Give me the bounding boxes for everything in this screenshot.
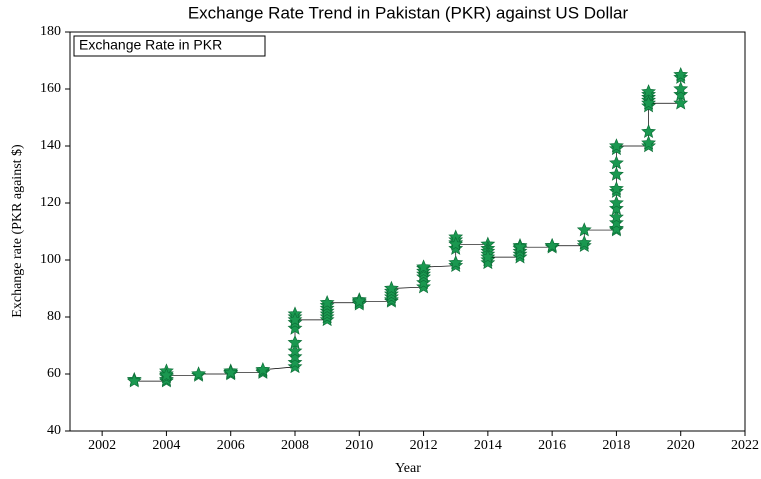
star-marker: [609, 180, 624, 196]
star-marker: [287, 312, 303, 327]
star-marker: [351, 293, 367, 308]
star-marker: [512, 239, 528, 254]
star-marker: [416, 279, 431, 294]
star-marker: [641, 123, 656, 139]
star-marker: [191, 366, 206, 381]
star-marker: [609, 220, 624, 235]
star-marker: [609, 155, 624, 170]
x-tick-label: 2006: [217, 438, 245, 453]
star-marker: [609, 209, 624, 224]
star-marker: [319, 294, 335, 310]
star-marker: [416, 259, 431, 274]
star-marker: [448, 255, 464, 270]
y-tick-label: 160: [40, 81, 61, 96]
y-tick-label: 120: [40, 195, 61, 210]
x-tick-label: 2022: [731, 438, 759, 453]
star-marker: [673, 86, 689, 101]
plot-frame: [69, 31, 746, 432]
x-tick-label: 2004: [152, 438, 180, 453]
star-marker: [448, 236, 464, 251]
x-tick-label: 2016: [538, 438, 566, 453]
star-marker: [287, 354, 303, 369]
legend-label: Exchange Rate in PKR: [79, 37, 222, 53]
star-marker: [480, 255, 496, 270]
star-marker: [287, 349, 303, 364]
star-marker: [255, 361, 271, 377]
y-tick-label: 180: [40, 24, 61, 39]
x-tick-label: 2010: [345, 438, 373, 453]
star-marker: [287, 359, 303, 374]
star-marker: [673, 81, 689, 96]
star-marker: [287, 320, 303, 335]
x-tick-label: 2018: [602, 438, 630, 453]
star-marker: [673, 95, 689, 110]
star-marker: [641, 95, 656, 110]
star-marker: [609, 215, 624, 230]
star-marker: [384, 280, 399, 295]
star-marker: [544, 237, 560, 253]
y-tick-label: 140: [40, 138, 61, 153]
star-marker: [576, 235, 592, 250]
star-marker: [609, 200, 624, 215]
x-tick-label: 2008: [281, 438, 309, 453]
star-marker: [609, 138, 624, 153]
x-tick-label: 2012: [410, 438, 438, 453]
star-marker: [673, 66, 689, 82]
x-tick-label: 2002: [88, 438, 116, 453]
star-marker: [641, 84, 656, 99]
x-tick-label: 2020: [667, 438, 695, 453]
y-tick-label: 80: [47, 309, 61, 324]
y-axis-label: Exchange rate (PKR against $): [10, 144, 25, 318]
x-tick-label: 2014: [474, 438, 502, 453]
star-marker: [223, 364, 239, 379]
star-marker: [287, 343, 303, 358]
star-marker: [416, 275, 431, 290]
star-marker: [448, 240, 464, 255]
legend-box: [73, 35, 266, 57]
star-marker: [159, 367, 174, 382]
series-line: [133, 74, 682, 382]
star-marker: [576, 222, 592, 237]
star-marker: [126, 373, 142, 388]
y-tick-label: 40: [47, 423, 61, 438]
star-marker: [609, 195, 624, 210]
y-tick-label: 60: [47, 366, 61, 381]
y-tick-label: 100: [40, 252, 61, 267]
star-marker: [609, 166, 624, 181]
chart-title: Exchange Rate Trend in Pakistan (PKR) ag…: [188, 3, 629, 22]
star-marker: [641, 135, 656, 150]
star-marker: [480, 249, 496, 264]
star-marker: [287, 334, 303, 349]
x-axis-label: Year: [395, 461, 421, 476]
